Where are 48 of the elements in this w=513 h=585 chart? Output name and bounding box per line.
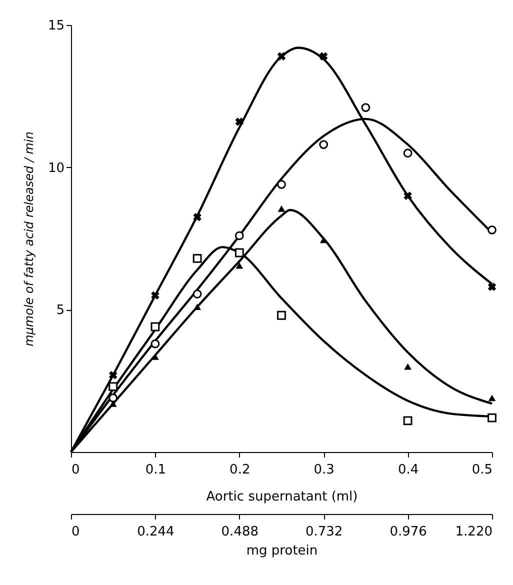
point [403, 148, 412, 158]
y-tick-label: 10 [48, 160, 64, 176]
point [404, 192, 412, 200]
point [361, 103, 370, 112]
y-axis-title: mμmole of fatty acid released / min [22, 132, 36, 346]
point [277, 52, 286, 60]
x2-tick-label: 0.976 [390, 524, 427, 540]
x-tick-label: 0.3 [314, 462, 334, 478]
point [192, 290, 202, 298]
point [192, 254, 202, 263]
point [277, 310, 286, 320]
point [108, 371, 118, 380]
x-tick-label: 0.2 [230, 462, 250, 478]
point [193, 213, 202, 222]
point [108, 382, 118, 391]
x2-tick-label: 0.244 [137, 524, 174, 540]
y-tick-label: 5 [56, 303, 64, 318]
point [278, 205, 286, 212]
point [320, 236, 328, 244]
x2-tick-label: 0.488 [221, 524, 259, 540]
point [150, 339, 160, 348]
y-tick-label: 15 [48, 18, 64, 34]
x2-tick-label: 1.220 [455, 524, 492, 540]
x-tick-label: 0.5 [472, 462, 492, 478]
x2-axis-title: mg protein [246, 544, 318, 558]
point [234, 248, 244, 258]
point [488, 413, 496, 422]
point [151, 291, 160, 300]
x2-tick-label: 0 [72, 524, 80, 540]
point [109, 400, 117, 407]
x-tick-label: 0 [72, 462, 80, 478]
point [150, 322, 160, 332]
point [277, 180, 286, 189]
point [194, 304, 202, 310]
point [235, 118, 244, 126]
point [319, 52, 328, 60]
point [488, 226, 496, 234]
x-axis-title: Aortic supernatant (ml) [206, 490, 358, 504]
x-tick-label: 0.4 [398, 462, 419, 478]
point [488, 394, 496, 402]
point [319, 140, 328, 150]
point [234, 231, 244, 240]
x2-tick-label: 0.732 [305, 524, 343, 540]
point [488, 282, 496, 292]
x-tick-label: 0.1 [145, 462, 166, 478]
point [403, 416, 412, 426]
point [404, 363, 412, 370]
point [236, 262, 244, 269]
